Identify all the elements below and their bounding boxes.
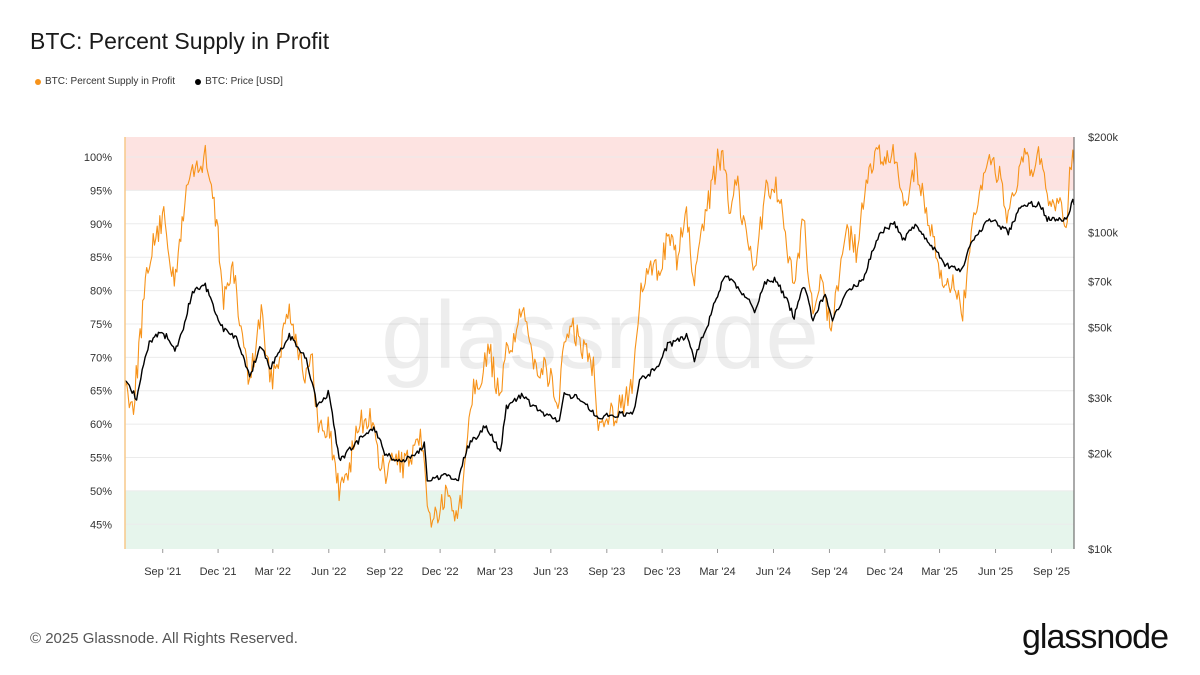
left-tick-label: 100%	[84, 152, 112, 164]
legend-label-supply-in-profit: BTC: Percent Supply in Profit	[45, 76, 176, 87]
left-tick-label: 90%	[90, 219, 112, 231]
x-tick-label: Mar '22	[255, 566, 291, 578]
line-supply-in-profit	[124, 144, 1075, 528]
x-tick-label: Mar '23	[477, 566, 513, 578]
left-tick-label: 65%	[90, 386, 112, 398]
watermark: glassnode	[381, 282, 819, 389]
x-tick-label: Sep '23	[588, 566, 625, 578]
chart-canvas[interactable]: glassnode 45% 50% 55% 60% 65% 70% 75% 80% 85% 90%…	[0, 0, 1200, 600]
x-axis-ticks: Sep '21 Dec '21 Mar '22 Jun '22 Sep '22 Dec '…	[144, 549, 1070, 578]
left-axis-ticks: 45% 50% 55% 60% 65% 70% 75% 80% 85% 90% 95% 100%	[84, 152, 112, 531]
right-tick-label: $10k	[1088, 544, 1112, 556]
right-tick-label: $50k	[1088, 323, 1112, 335]
page-title: BTC: Percent Supply in Profit	[30, 28, 330, 54]
right-tick-label: $20k	[1088, 449, 1112, 461]
left-tick-label: 70%	[90, 352, 112, 364]
left-tick-label: 60%	[90, 419, 112, 431]
left-tick-label: 75%	[90, 319, 112, 331]
x-tick-label: Jun '25	[978, 566, 1013, 578]
left-tick-label: 85%	[90, 252, 112, 264]
right-tick-label: $200k	[1088, 132, 1118, 144]
legend-marker-black	[195, 78, 202, 85]
x-tick-label: Mar '25	[921, 566, 957, 578]
series-price	[124, 198, 1075, 482]
zone-upper	[125, 137, 1074, 191]
x-tick-label: Sep '21	[144, 566, 181, 578]
x-tick-label: Dec '23	[644, 566, 681, 578]
x-tick-label: Dec '22	[422, 566, 459, 578]
x-tick-label: Sep '24	[811, 566, 848, 578]
left-tick-label: 55%	[90, 453, 112, 465]
right-tick-label: $30k	[1088, 393, 1112, 405]
legend-label-price: BTC: Price [USD]	[205, 76, 283, 87]
right-tick-label: $100k	[1088, 227, 1118, 239]
x-tick-label: Dec '24	[866, 566, 903, 578]
x-tick-label: Mar '24	[699, 566, 735, 578]
glassnode-logo[interactable]: glassnode	[1021, 618, 1169, 656]
x-tick-label: Dec '21	[200, 566, 237, 578]
left-tick-label: 45%	[90, 519, 112, 531]
x-tick-label: Jun '22	[311, 566, 346, 578]
axes	[124, 137, 1075, 549]
chart-legend: BTC: Percent Supply in Profit BTC: Price…	[35, 76, 283, 87]
line-price	[124, 198, 1075, 482]
zone-lower	[125, 490, 1074, 549]
copyright-text: © 2025 Glassnode. All Rights Reserved.	[30, 630, 298, 647]
x-tick-label: Jun '23	[533, 566, 568, 578]
threshold-zones	[125, 137, 1074, 549]
right-tick-label: $70k	[1088, 276, 1112, 288]
x-tick-label: Sep '25	[1033, 566, 1070, 578]
left-tick-label: 80%	[90, 286, 112, 298]
legend-item-price[interactable]: BTC: Price [USD]	[195, 76, 283, 87]
left-tick-label: 50%	[90, 486, 112, 498]
left-tick-label: 95%	[90, 185, 112, 197]
legend-marker-orange	[35, 78, 41, 85]
x-tick-label: Jun '24	[756, 566, 791, 578]
legend-item-supply-in-profit[interactable]: BTC: Percent Supply in Profit	[35, 76, 175, 87]
right-axis-ticks: $10k $20k $30k $50k $70k $100k $200k	[1088, 132, 1118, 556]
series-supply-in-profit	[124, 144, 1075, 528]
x-tick-label: Sep '22	[366, 566, 403, 578]
